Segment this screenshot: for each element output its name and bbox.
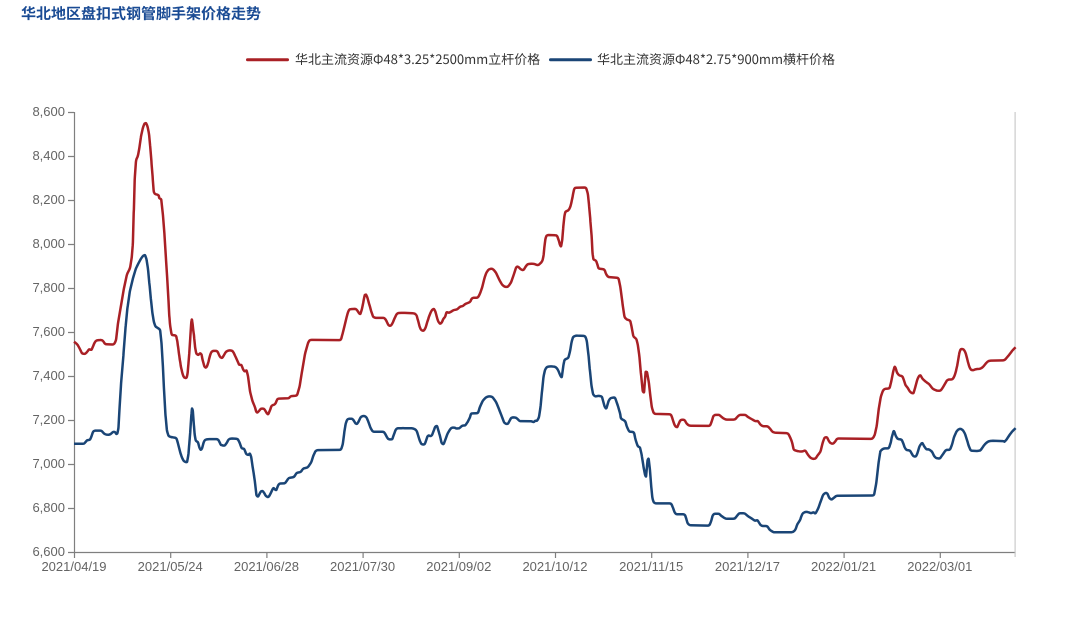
svg-text:8,200: 8,200 bbox=[32, 192, 65, 207]
svg-text:2021/04/19: 2021/04/19 bbox=[41, 559, 106, 574]
svg-text:2021/09/02: 2021/09/02 bbox=[426, 559, 491, 574]
svg-text:2021/05/24: 2021/05/24 bbox=[138, 559, 203, 574]
svg-text:8,600: 8,600 bbox=[32, 104, 65, 119]
svg-text:2021/07/30: 2021/07/30 bbox=[330, 559, 395, 574]
svg-text:2022/01/21: 2022/01/21 bbox=[811, 559, 876, 574]
svg-text:6,800: 6,800 bbox=[32, 500, 65, 515]
svg-text:7,200: 7,200 bbox=[32, 412, 65, 427]
svg-text:2021/06/28: 2021/06/28 bbox=[234, 559, 299, 574]
svg-text:2022/03/01: 2022/03/01 bbox=[907, 559, 972, 574]
svg-text:6,600: 6,600 bbox=[32, 544, 65, 559]
svg-text:2021/12/17: 2021/12/17 bbox=[715, 559, 780, 574]
svg-text:7,400: 7,400 bbox=[32, 368, 65, 383]
svg-text:2021/10/12: 2021/10/12 bbox=[522, 559, 587, 574]
svg-text:2021/11/15: 2021/11/15 bbox=[619, 559, 683, 574]
svg-text:8,400: 8,400 bbox=[32, 148, 65, 163]
svg-text:7,000: 7,000 bbox=[32, 456, 65, 471]
svg-text:7,800: 7,800 bbox=[32, 280, 65, 295]
svg-text:8,000: 8,000 bbox=[32, 236, 65, 251]
svg-text:7,600: 7,600 bbox=[32, 324, 65, 339]
